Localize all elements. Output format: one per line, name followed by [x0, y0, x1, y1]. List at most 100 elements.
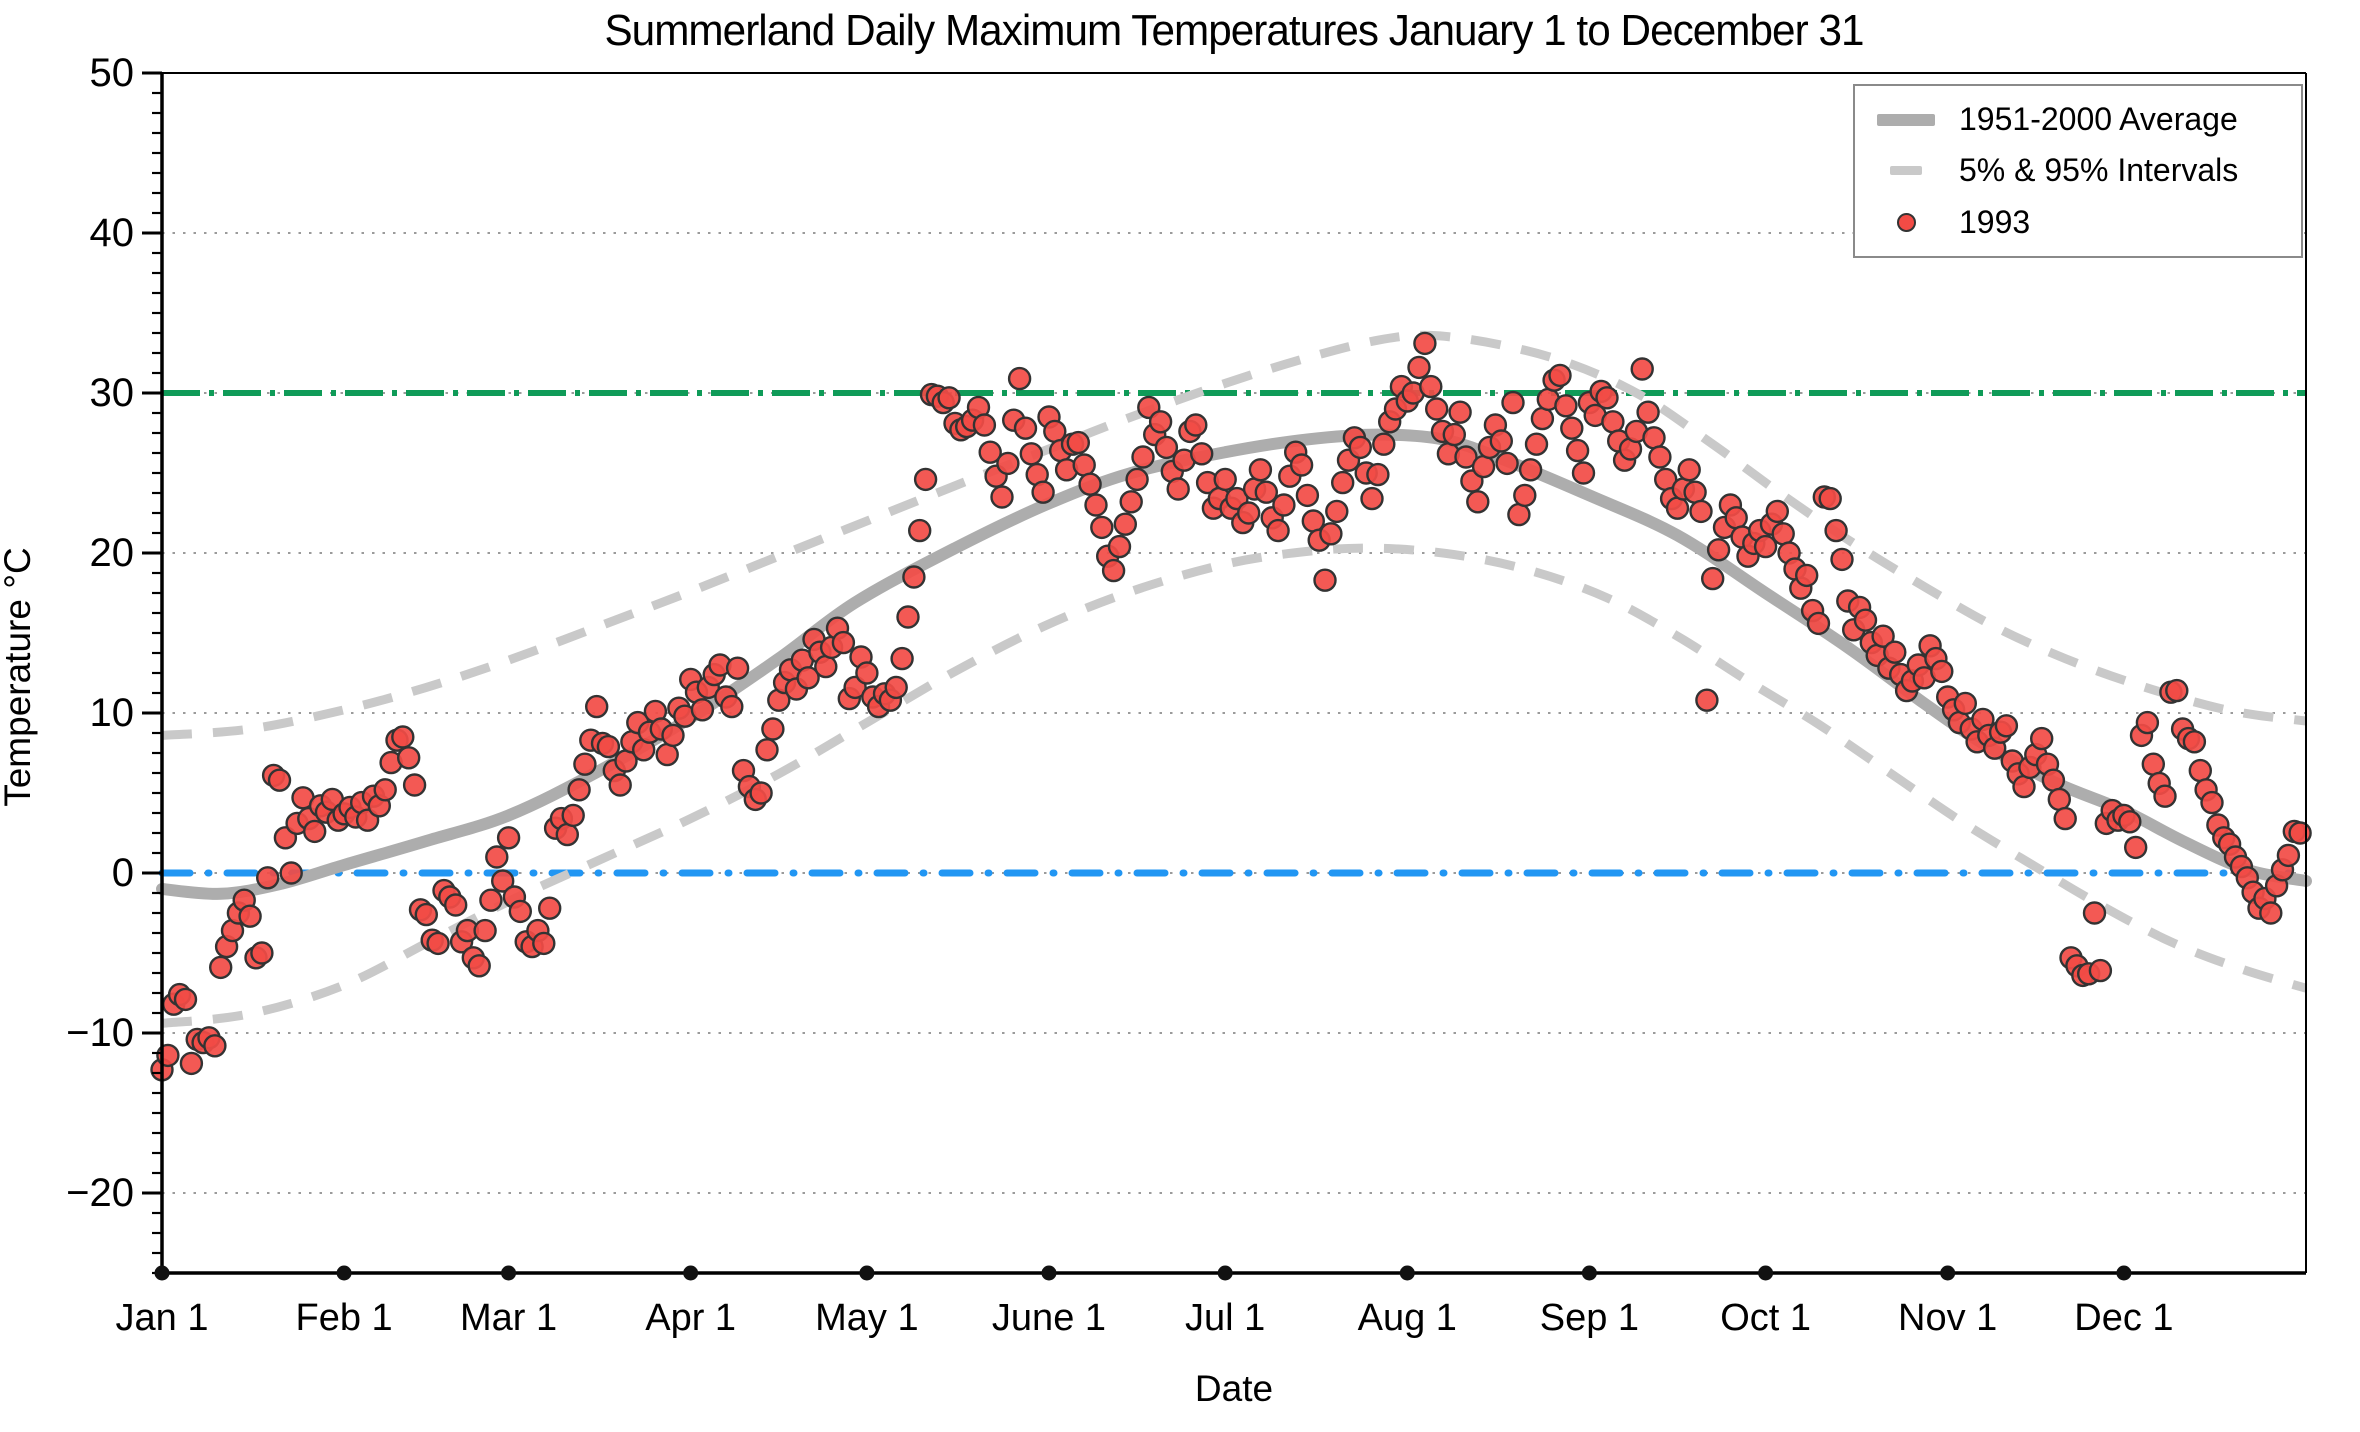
- data-point: [473, 918, 497, 943]
- data-point: [496, 826, 521, 850]
- data-point: [720, 694, 744, 719]
- month-tick-dot: [154, 1265, 170, 1281]
- data-point: [755, 738, 779, 762]
- data-point: [1554, 394, 1578, 418]
- data-point: [1442, 422, 1467, 447]
- data-point: [978, 440, 1002, 464]
- x-tick-label-june-1: June 1: [992, 1297, 1106, 1339]
- data-point: [1148, 410, 1173, 434]
- data-point: [2153, 784, 2177, 808]
- data-point: [996, 451, 1020, 476]
- data-point: [1677, 458, 1701, 482]
- data-point: [1930, 659, 1954, 684]
- data-point: [655, 742, 679, 767]
- data-point: [2053, 806, 2077, 831]
- x-tick-label-jul-1: Jul 1: [1185, 1297, 1265, 1339]
- data-point: [1272, 493, 1296, 517]
- data-point: [1372, 432, 1396, 456]
- data-point: [1853, 608, 1878, 632]
- data-point: [990, 485, 1014, 509]
- data-point: [391, 725, 415, 749]
- data-point: [491, 869, 515, 893]
- data-point: [467, 954, 491, 978]
- data-point: [1518, 458, 1543, 482]
- data-point: [1125, 467, 1149, 492]
- x-tick-label-nov-1: Nov 1: [1898, 1297, 1997, 1339]
- data-point: [567, 778, 591, 802]
- y-tick-label: −20: [66, 1171, 134, 1215]
- data-point: [1101, 558, 1126, 583]
- legend-label-intervals: 5% & 95% Intervals: [1959, 152, 2239, 189]
- x-tick-label-aug-1: Aug 1: [1358, 1297, 1457, 1339]
- data-point: [1348, 435, 1373, 460]
- data-point: [1601, 410, 1625, 434]
- data-point: [2088, 958, 2113, 983]
- data-point: [2135, 710, 2160, 735]
- scatter-1993: [150, 331, 2312, 1082]
- data-point: [250, 941, 274, 965]
- data-point: [1513, 483, 1537, 508]
- data-point: [1090, 515, 1114, 540]
- data-point: [596, 734, 621, 759]
- legend-box: 1951-2000 Average 5% & 95% Intervals 199…: [1853, 84, 2303, 258]
- data-point: [1595, 386, 1619, 410]
- y-tick-label: 50: [90, 51, 135, 95]
- data-point: [1648, 445, 1672, 469]
- month-tick-dot: [1758, 1265, 1774, 1281]
- data-point: [937, 386, 961, 410]
- data-point: [1154, 435, 1179, 460]
- data-point: [397, 746, 421, 770]
- legend-item-1993: 1993: [1855, 204, 2301, 241]
- y-tick-label: 0: [112, 851, 134, 895]
- data-point: [1771, 522, 1795, 546]
- data-point: [1560, 416, 1584, 440]
- data-point: [1131, 445, 1155, 469]
- data-point: [1495, 451, 1519, 476]
- data-point: [1007, 366, 1032, 391]
- y-tick-label: 10: [90, 691, 135, 735]
- data-point: [972, 413, 997, 437]
- data-point: [2188, 758, 2213, 783]
- data-point: [1424, 397, 1449, 421]
- data-point: [1689, 499, 1713, 524]
- data-point: [1184, 413, 1208, 437]
- data-point: [1794, 563, 1819, 588]
- data-point: [814, 654, 838, 679]
- x-tick-label-mar-1: Mar 1: [460, 1297, 557, 1339]
- data-point: [1765, 499, 1790, 524]
- data-point: [1530, 406, 1555, 431]
- data-point: [913, 467, 938, 492]
- data-point: [2123, 835, 2148, 860]
- data-point: [1753, 534, 1778, 559]
- data-point: [2118, 810, 2142, 834]
- data-point: [1072, 453, 1096, 477]
- data-point: [2082, 901, 2107, 925]
- data-point: [1319, 522, 1343, 546]
- data-point: [1489, 429, 1514, 453]
- x-tick-label-sep-1: Sep 1: [1540, 1297, 1639, 1339]
- x-tick-label-oct-1: Oct 1: [1720, 1297, 1811, 1339]
- data-point: [1953, 691, 1978, 716]
- data-point: [1189, 442, 1214, 466]
- data-point: [1871, 624, 1895, 648]
- data-point: [2041, 768, 2066, 792]
- data-point: [208, 955, 233, 980]
- data-point: [479, 888, 503, 912]
- data-point: [414, 902, 438, 927]
- data-point: [1695, 688, 1719, 712]
- data-point: [1084, 493, 1108, 517]
- x-tick-label-apr-1: Apr 1: [645, 1297, 736, 1339]
- data-point: [1019, 442, 1044, 466]
- data-point: [1295, 483, 1320, 508]
- data-point: [1254, 480, 1279, 504]
- data-point: [573, 752, 597, 776]
- y-tick-label: 20: [90, 531, 135, 575]
- data-point: [555, 822, 579, 847]
- data-point: [890, 646, 914, 671]
- data-point: [1466, 490, 1490, 514]
- y-tick-label: −10: [66, 1011, 134, 1055]
- data-point: [1630, 357, 1654, 381]
- legend-label-1993: 1993: [1959, 203, 2031, 240]
- data-point: [1665, 496, 1690, 520]
- data-point: [267, 768, 292, 792]
